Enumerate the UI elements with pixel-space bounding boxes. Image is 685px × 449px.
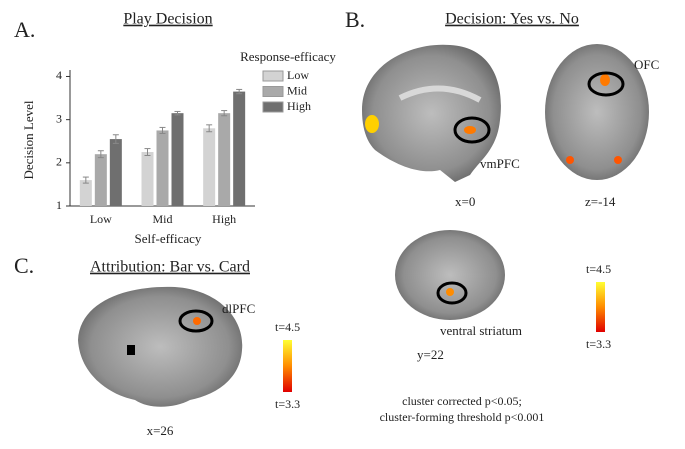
x-axis-label: Self-efficacy bbox=[135, 231, 202, 246]
legend-label: High bbox=[287, 99, 311, 113]
bar bbox=[171, 113, 184, 206]
y-tick-label: 2 bbox=[56, 155, 62, 169]
panel-title: Play Decision bbox=[123, 11, 212, 28]
note: cluster-forming threshold p<0.001 bbox=[380, 410, 545, 424]
y-tick-label: 4 bbox=[56, 68, 62, 82]
y-tick-label: 1 bbox=[56, 198, 62, 212]
x-tick-label: High bbox=[212, 212, 236, 226]
bar bbox=[218, 113, 231, 206]
panel-title: Decision: Yes vs. No bbox=[445, 11, 579, 28]
note: cluster corrected p<0.05; bbox=[402, 394, 522, 408]
bar bbox=[233, 91, 246, 206]
bar bbox=[94, 154, 107, 206]
legend-swatch bbox=[262, 86, 284, 97]
colorbar bbox=[283, 340, 292, 392]
brain-coronal bbox=[395, 230, 505, 320]
coordinate-label: x=0 bbox=[455, 194, 475, 209]
y-axis-label: Decision Level bbox=[21, 100, 36, 179]
colorbar bbox=[596, 282, 605, 332]
panel-letter: B. bbox=[345, 7, 365, 32]
coordinate-label: x=26 bbox=[147, 423, 174, 438]
legend-swatch bbox=[262, 70, 284, 82]
colorbar-min: t=3.3 bbox=[275, 397, 300, 411]
colorbar-max: t=4.5 bbox=[586, 262, 611, 276]
region-label: ventral striatum bbox=[440, 323, 522, 338]
legend-label: Mid bbox=[287, 83, 307, 97]
region-label: dlPFC bbox=[222, 301, 255, 316]
colorbar-min: t=3.3 bbox=[586, 337, 611, 351]
brain-sagittal bbox=[78, 286, 243, 407]
bar bbox=[109, 139, 122, 206]
legend-title: Response-efficacy bbox=[240, 49, 336, 64]
bar bbox=[79, 180, 92, 206]
x-tick-label: Mid bbox=[152, 212, 172, 226]
panel-title: Attribution: Bar vs. Card bbox=[90, 259, 250, 276]
panel-letter: A. bbox=[14, 17, 35, 42]
panel-letter: C. bbox=[14, 253, 34, 278]
coordinate-label: z=-14 bbox=[585, 194, 616, 209]
coordinate-label: y=22 bbox=[417, 347, 444, 362]
bar bbox=[141, 152, 154, 206]
brain-sagittal bbox=[362, 44, 501, 182]
legend-swatch bbox=[262, 101, 284, 113]
brain-axial bbox=[545, 44, 649, 180]
region-label: OFC bbox=[634, 57, 659, 72]
colorbar-max: t=4.5 bbox=[275, 320, 300, 334]
bar bbox=[156, 130, 169, 206]
region-label: vmPFC bbox=[480, 156, 520, 171]
x-tick-label: Low bbox=[90, 212, 112, 226]
y-tick-label: 3 bbox=[56, 111, 62, 125]
bar bbox=[203, 128, 216, 206]
legend-label: Low bbox=[287, 68, 309, 82]
